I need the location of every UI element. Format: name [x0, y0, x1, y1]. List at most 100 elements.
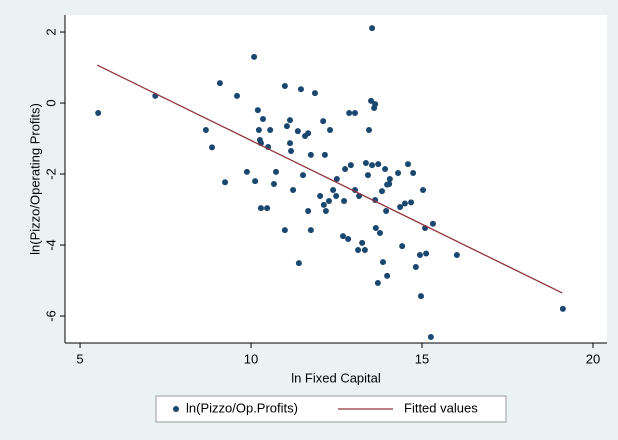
y-axis-label: ln(Pizzo/Operating Profits): [27, 103, 42, 255]
point: [412, 264, 419, 271]
point: [369, 25, 376, 32]
point: [399, 243, 406, 250]
legend-label: ln(Pizzo/Op.Profits): [186, 400, 298, 415]
point: [216, 80, 223, 87]
point: [243, 168, 250, 175]
point: [364, 172, 371, 179]
point: [257, 205, 264, 212]
point: [427, 333, 434, 340]
point: [281, 82, 288, 89]
legend-label: Fitted values: [404, 400, 478, 415]
point: [559, 305, 566, 312]
point: [264, 205, 271, 212]
point: [365, 127, 372, 134]
point: [209, 144, 216, 151]
point: [270, 180, 277, 187]
point: [95, 109, 102, 116]
point: [283, 123, 290, 130]
point: [383, 207, 390, 214]
point: [378, 188, 385, 195]
point: [408, 199, 415, 206]
point: [423, 250, 430, 257]
point: [341, 198, 348, 205]
point: [345, 235, 352, 242]
point: [251, 53, 258, 60]
point: [395, 169, 402, 176]
point: [272, 168, 279, 175]
legend-box: [155, 395, 507, 423]
point: [254, 107, 261, 114]
y-tick-label: 0: [43, 99, 58, 106]
point: [404, 161, 411, 168]
point: [234, 92, 241, 99]
point: [359, 239, 366, 246]
point: [355, 246, 362, 253]
point: [401, 200, 408, 207]
point: [397, 204, 404, 211]
point: [429, 220, 436, 227]
point: [322, 207, 329, 214]
point: [255, 127, 262, 134]
point: [420, 187, 427, 194]
point: [369, 162, 376, 169]
y-tick-label: -4: [43, 239, 58, 251]
point: [417, 293, 424, 300]
point: [321, 151, 328, 158]
point: [252, 178, 259, 185]
point: [307, 227, 314, 234]
point: [320, 201, 327, 208]
point: [307, 151, 314, 158]
point: [325, 198, 332, 205]
point: [290, 187, 297, 194]
point: [376, 229, 383, 236]
point: [384, 272, 391, 279]
point: [416, 251, 423, 258]
point: [382, 166, 389, 173]
x-tick-label: 10: [244, 351, 258, 366]
x-tick-label: 15: [415, 351, 429, 366]
point: [361, 246, 368, 253]
point: [330, 187, 337, 194]
point: [294, 128, 301, 135]
point: [368, 97, 375, 104]
point: [267, 127, 274, 134]
point: [288, 147, 295, 154]
point: [453, 251, 460, 258]
point: [333, 193, 340, 200]
point: [410, 169, 417, 176]
y-tick-label: 2: [43, 28, 58, 35]
point: [372, 224, 379, 231]
point: [380, 259, 387, 266]
point: [311, 90, 318, 97]
point: [320, 118, 327, 125]
point: [287, 117, 294, 124]
point: [386, 176, 393, 182]
point: [375, 161, 382, 168]
point: [281, 227, 288, 234]
point: [305, 207, 312, 214]
point: [372, 101, 379, 108]
point: [384, 181, 391, 188]
fit-line: [96, 64, 563, 294]
point: [202, 127, 209, 134]
x-axis-label: ln Fixed Capital: [291, 370, 381, 385]
point: [340, 233, 347, 240]
point: [317, 193, 324, 200]
point: [351, 109, 358, 116]
point: [259, 116, 266, 123]
point: [333, 176, 340, 182]
point: [295, 260, 302, 267]
point: [347, 162, 354, 169]
point: [374, 280, 381, 287]
point: [300, 172, 307, 179]
x-tick-label: 20: [586, 351, 600, 366]
legend-swatch: [173, 406, 179, 412]
point: [346, 109, 353, 116]
point: [362, 160, 369, 167]
point: [305, 130, 312, 137]
point: [222, 179, 229, 186]
y-tick-label: -6: [43, 310, 58, 322]
y-tick-label: -2: [43, 168, 58, 180]
point: [297, 86, 304, 93]
